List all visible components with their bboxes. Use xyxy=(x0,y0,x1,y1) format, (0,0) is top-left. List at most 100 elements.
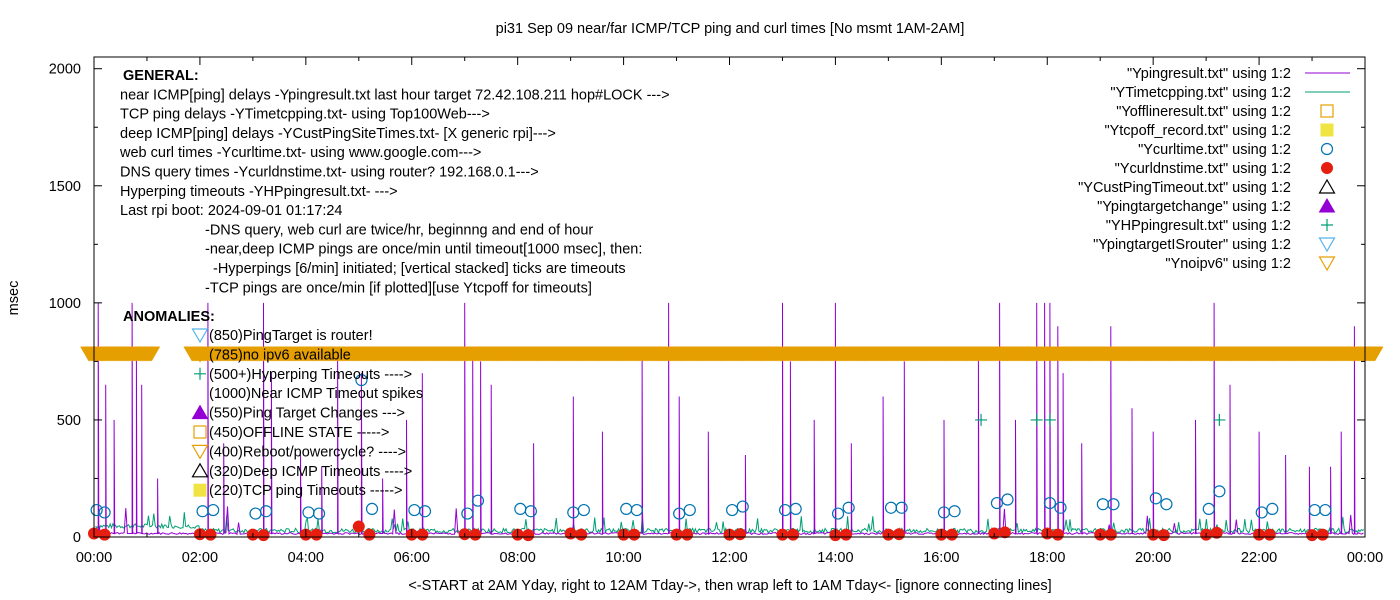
anomaly-marker xyxy=(193,425,207,439)
general-text-line: deep ICMP[ping] delays -YCustPingSiteTim… xyxy=(120,126,556,142)
general-text-line: -TCP pings are once/min [if plotted][use… xyxy=(205,280,592,296)
curltime-point xyxy=(408,503,421,517)
dnstime-point xyxy=(1263,528,1276,541)
anomaly-marker xyxy=(191,347,209,363)
general-text-line: -DNS query, web curl are twice/hr, begin… xyxy=(205,222,593,238)
anomaly-text: (220)TCP ping Timeouts -----> xyxy=(209,483,403,499)
curltime-point xyxy=(1149,492,1162,505)
legend: "Ypingresult.txt" using 1:2 "YTimetcpping… xyxy=(1078,66,1350,272)
dnstime-point xyxy=(998,526,1011,539)
curltime-point xyxy=(196,505,209,518)
y-tick-label: 500 xyxy=(57,413,81,429)
dnstime-point xyxy=(416,528,429,541)
curltime-point xyxy=(1202,502,1215,516)
chart-title: pi31 Sep 09 near/far ICMP/TCP ping and c… xyxy=(496,21,965,37)
general-text-line: GENERAL: xyxy=(123,68,199,84)
noipv6-point xyxy=(143,346,161,362)
y-tick-label: 0 xyxy=(73,530,81,546)
dnstime-point xyxy=(575,528,588,541)
legend-label: "YHPpingresult.txt" using 1:2 xyxy=(1106,218,1291,234)
curltime-point xyxy=(726,503,739,517)
curltime-point xyxy=(789,502,802,516)
general-text-line: Hyperping timeouts -YHPpingresult.txt- -… xyxy=(120,184,398,200)
hyperping-point xyxy=(975,413,988,426)
curltime-point xyxy=(1266,502,1279,516)
x-tick-label: 16:00 xyxy=(923,550,959,566)
x-tick-label: 10:00 xyxy=(605,550,641,566)
dnstime-point xyxy=(628,528,641,541)
general-text-line: Last rpi boot: 2024-09-01 01:17:24 xyxy=(120,203,343,219)
anomaly-marker xyxy=(191,444,209,460)
curltime-point xyxy=(1043,496,1056,510)
curltime-point xyxy=(683,503,696,517)
x-tick-label: 02:00 xyxy=(182,550,218,566)
curltime-point xyxy=(207,503,220,517)
general-text-line: near ICMP[ping] delays -Ypingresult.txt … xyxy=(120,87,670,103)
dnstime-point xyxy=(945,528,958,541)
curltime-point xyxy=(1096,498,1109,511)
curltime-point xyxy=(461,507,474,520)
anomalies-title: ANOMALIES: xyxy=(123,309,215,325)
legend-marker xyxy=(1318,256,1336,272)
curltime-point xyxy=(1054,501,1067,514)
dnstime-point xyxy=(681,528,694,541)
x-tick-label: 06:00 xyxy=(394,550,430,566)
general-text-line: DNS query times -Ycurldnstime.txt- using… xyxy=(120,165,539,181)
curltime-point xyxy=(355,374,368,387)
legend-label: "YCustPingTimeout.txt" using 1:2 xyxy=(1078,180,1291,196)
legend-marker xyxy=(1318,197,1336,213)
legend-label: "YpingtargetISrouter" using 1:2 xyxy=(1093,237,1291,253)
anomaly-marker xyxy=(191,462,209,478)
curltime-point xyxy=(842,501,855,514)
hyperping-point xyxy=(1213,413,1226,426)
curltime-point xyxy=(1107,498,1120,511)
curltime-point xyxy=(895,501,908,514)
anomaly-text: (850)PingTarget is router! xyxy=(209,328,373,344)
legend-label: "Ypingresult.txt" using 1:2 xyxy=(1127,66,1291,82)
anomaly-text: (450)OFFLINE STATE -----> xyxy=(209,425,389,441)
curltime-point xyxy=(471,494,485,507)
legend-label: "YTimetcpping.txt" using 1:2 xyxy=(1110,85,1291,101)
x-tick-label: 00:00 xyxy=(1347,550,1383,566)
x-tick-label: 22:00 xyxy=(1241,550,1277,566)
legend-label: "Ytcpoff_record.txt" using 1:2 xyxy=(1104,123,1291,139)
dnstime-point xyxy=(1051,528,1064,541)
legend-marker xyxy=(1321,219,1333,231)
x-axis-label: <-START at 2AM Yday, right to 12AM Tday-… xyxy=(408,578,1051,594)
curltime-point xyxy=(365,502,379,516)
dnstime-point xyxy=(352,520,365,533)
curltime-point xyxy=(98,506,111,519)
dnstime-point xyxy=(469,528,482,541)
legend-marker xyxy=(1320,142,1334,156)
dnstime-point xyxy=(734,528,747,541)
curltime-point xyxy=(831,507,845,520)
dnstime-point xyxy=(257,529,270,542)
curltime-point xyxy=(884,501,898,514)
axes: 0 500 1000 1500 2000 00:00 02:00 04:00 06:00 08:0… xyxy=(49,56,1383,566)
anomaly-text: (550)Ping Target Changes ---> xyxy=(209,406,405,422)
dnstime-point xyxy=(787,528,800,541)
anomaly-text: (500+)Hyperping Timeouts ----> xyxy=(209,367,412,383)
legend-label: "Ypingtargetchange" using 1:2 xyxy=(1097,199,1291,215)
curltime-point xyxy=(673,507,686,520)
legend-label: "Yofflineresult.txt" using 1:2 xyxy=(1116,104,1291,120)
x-tick-label: 18:00 xyxy=(1029,550,1065,566)
dnstime-point xyxy=(1316,528,1329,541)
general-text-line: TCP ping delays -YTimetcpping.txt- using… xyxy=(120,107,490,123)
legend-label: "Ycurldnstime.txt" using 1:2 xyxy=(1115,161,1291,177)
anomaly-marker xyxy=(194,367,206,380)
general-text-line: web curl times -Ycurltime.txt- using www… xyxy=(119,145,481,161)
hyperping-point xyxy=(1043,413,1056,426)
dnstime-point xyxy=(363,528,376,541)
legend-label: "Ycurltime.txt" using 1:2 xyxy=(1138,142,1291,158)
dnstime-point xyxy=(204,528,217,541)
curltime-point xyxy=(990,496,1004,510)
dnstime-point xyxy=(310,528,323,541)
anomaly-marker xyxy=(191,328,209,344)
x-tick-label: 08:00 xyxy=(500,550,536,566)
dnstime-point xyxy=(840,528,853,541)
curltime-point xyxy=(90,503,103,517)
y-tick-label: 1500 xyxy=(49,179,81,195)
curltime-point xyxy=(524,505,538,518)
anomaly-marker xyxy=(191,404,209,420)
